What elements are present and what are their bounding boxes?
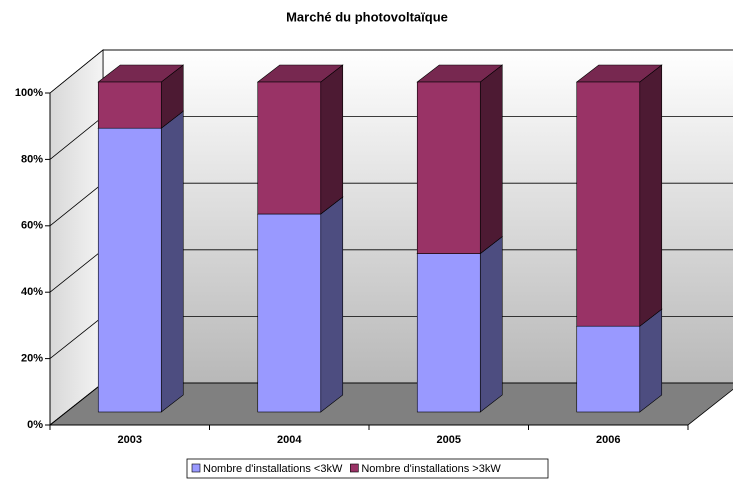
x-tick-label: 2005: [437, 434, 461, 446]
bar-side: [160, 110, 184, 413]
legend-label: Nombre d'installations >3kW: [361, 463, 501, 475]
y-tick-label: 20%: [21, 353, 43, 365]
bar: [576, 325, 641, 413]
bar: [416, 81, 481, 254]
legend-swatch: [350, 463, 359, 473]
legend: [186, 458, 549, 479]
bar-side: [479, 64, 503, 255]
y-tick-label: 60%: [21, 220, 43, 232]
bar: [257, 81, 322, 215]
bar: [257, 213, 322, 413]
legend-label: Nombre d'installations <3kW: [203, 463, 343, 475]
chart-title: Marché du photovoltaïque: [286, 9, 448, 24]
bar-side: [639, 64, 663, 327]
x-tick-label: 2003: [118, 434, 142, 446]
grid-line: [49, 49, 733, 94]
x-tick-label: 2004: [277, 434, 302, 446]
bar: [576, 81, 641, 327]
x-tick-label: 2006: [596, 434, 620, 446]
bar-side: [639, 308, 663, 413]
bar-side: [320, 196, 344, 413]
legend-swatch: [191, 463, 201, 473]
bars: [97, 64, 663, 413]
y-tick-label: 80%: [21, 153, 43, 165]
y-tick-label: 40%: [21, 286, 43, 298]
side-wall: [49, 49, 104, 426]
bar: [97, 81, 162, 129]
bar: [97, 127, 162, 413]
bar-side: [320, 64, 344, 215]
bar: [416, 253, 481, 413]
bar-side: [479, 235, 503, 413]
y-tick-label: 0%: [27, 419, 43, 431]
y-tick-label: 100%: [15, 87, 43, 99]
